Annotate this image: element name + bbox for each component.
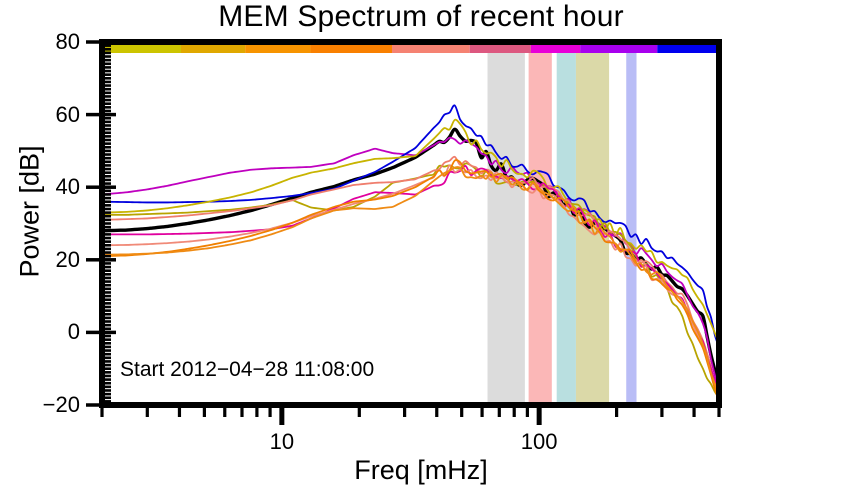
seg-orange bbox=[245, 45, 311, 53]
y-tick-label: 40 bbox=[55, 174, 80, 200]
seg-rose bbox=[469, 45, 531, 53]
trace-black-mean bbox=[100, 127, 721, 393]
seg-golden bbox=[180, 45, 246, 53]
start-time-annotation: Start 2012−04−28 11:08:00 bbox=[120, 358, 375, 381]
x-axis-label: Freq [mHz] bbox=[354, 455, 488, 485]
band-pink bbox=[528, 50, 552, 405]
trace-salmon-low bbox=[101, 164, 720, 403]
seg-deep-orange bbox=[310, 45, 392, 53]
y-tick-label: 20 bbox=[55, 246, 80, 272]
seg-blue bbox=[657, 45, 719, 53]
y-tick-label: 0 bbox=[67, 319, 80, 345]
page-title: MEM Spectrum of recent hour bbox=[218, 0, 624, 33]
trace-salmon-high bbox=[101, 155, 720, 399]
seg-yellow-green bbox=[102, 45, 181, 53]
seg-magenta bbox=[530, 45, 581, 53]
seg-purple bbox=[580, 45, 658, 53]
x-tick-label: 10 bbox=[269, 429, 295, 454]
y-tick-label: −20 bbox=[42, 392, 80, 417]
band-gray bbox=[487, 50, 525, 405]
trace-gold bbox=[101, 118, 720, 345]
x-tick-label: 100 bbox=[520, 429, 558, 454]
band-cyan bbox=[556, 50, 576, 405]
seg-salmon bbox=[391, 45, 470, 53]
trace-orange bbox=[101, 159, 720, 403]
y-tick-label: 80 bbox=[55, 29, 80, 54]
band-lavender bbox=[626, 50, 637, 405]
trace-orange-2 bbox=[101, 166, 720, 399]
y-tick-label: 60 bbox=[55, 101, 80, 127]
